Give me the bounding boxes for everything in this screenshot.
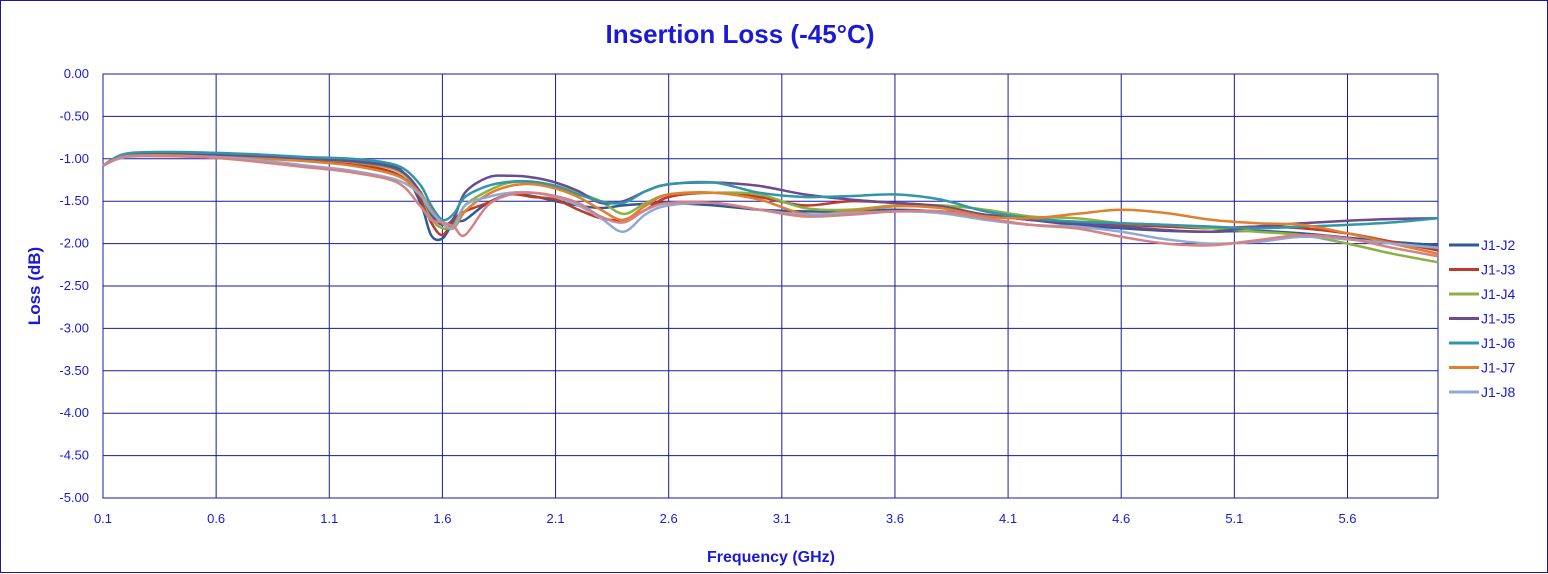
x-tick-label: 2.6 (660, 511, 678, 526)
chart-title: Insertion Loss (-45°C) (605, 19, 875, 49)
y-tick-label: -1.00 (59, 151, 89, 166)
series-line-j1-j6 (102, 150, 1439, 230)
x-tick-label: 2.1 (547, 511, 565, 526)
x-tick-label: 0.6 (207, 511, 225, 526)
x-tick-label: 0.1 (94, 511, 112, 526)
x-tick-label: 4.6 (1112, 511, 1130, 526)
y-tick-label: -5.00 (59, 490, 89, 505)
x-axis-label: Frequency (GHz) (706, 549, 835, 566)
legend-label: J1-J2 (1481, 237, 1515, 253)
x-tick-label: 5.1 (1225, 511, 1243, 526)
y-tick-label: -2.00 (59, 236, 89, 251)
series-line-j1-j4 (102, 152, 1439, 264)
legend-label: J1-J4 (1481, 286, 1515, 302)
y-tick-label: -1.50 (59, 193, 89, 208)
y-tick-label: -4.00 (59, 405, 89, 420)
y-tick-label: -3.50 (59, 363, 89, 378)
y-tick-label: -3.00 (59, 320, 89, 335)
x-tick-label: 5.6 (1338, 511, 1356, 526)
y-tick-label: -4.50 (59, 448, 89, 463)
x-tick-label: 3.6 (886, 511, 904, 526)
series-line-j1-j5 (102, 152, 1439, 234)
series-line-j1-j7 (102, 153, 1439, 256)
x-tick-label: 4.1 (999, 511, 1017, 526)
legend-label: J1-J3 (1481, 262, 1515, 278)
x-tick-label: 3.1 (773, 511, 791, 526)
series-line-unlabeled (102, 154, 1439, 258)
legend-label: J1-J8 (1481, 384, 1515, 400)
series-line-j1-j8 (102, 154, 1439, 250)
y-tick-label: 0.00 (64, 66, 89, 81)
x-tick-label: 1.6 (433, 511, 451, 526)
x-tick-label: 1.1 (320, 511, 338, 526)
legend-label: J1-J5 (1481, 311, 1515, 327)
legend-label: J1-J7 (1481, 360, 1515, 376)
legend-label: J1-J6 (1481, 335, 1515, 351)
y-tick-label: -0.50 (59, 108, 89, 123)
y-tick-label: -2.50 (59, 278, 89, 293)
